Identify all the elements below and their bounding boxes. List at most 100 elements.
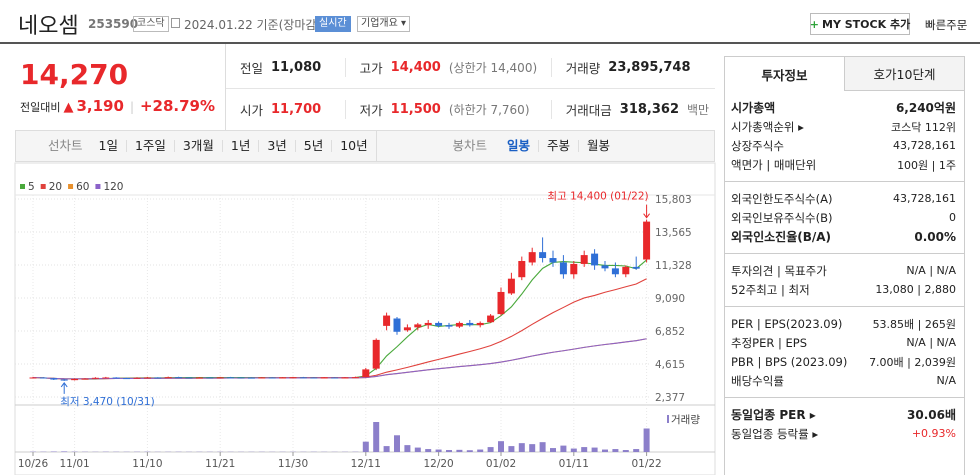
tab-gap: [375, 130, 445, 162]
candle-body: [487, 315, 495, 323]
volume-bar: [643, 428, 650, 452]
summary-row: 시가 11,700 저가 11,500 (하한가 7,760) 거래대금 318,362 백만: [226, 89, 715, 129]
legend-label: 5: [28, 181, 35, 193]
panel-tab[interactable]: 호가10단계: [844, 57, 964, 91]
invest-label: 추정PER | EPS: [731, 335, 808, 350]
separator: |: [129, 100, 134, 114]
period-tab[interactable]: 1일: [98, 138, 118, 153]
candle-body: [81, 378, 89, 380]
stock-code: 253590: [88, 17, 139, 31]
candle-body: [279, 377, 287, 379]
candle-body: [299, 377, 307, 379]
invest-label: 투자의견 | 목표주가: [731, 263, 827, 278]
up-arrow: ▲: [63, 100, 74, 115]
candle-body: [539, 252, 547, 259]
x-tick-label: 12/20: [423, 458, 453, 470]
candle-body: [528, 252, 536, 263]
invest-row: PBR | BPS (2023.09) 7.00배 | 2,039원: [731, 352, 956, 371]
summary-label: 시가: [240, 102, 264, 118]
volume-bar: [518, 443, 525, 452]
x-tick-label: 11/21: [205, 458, 235, 470]
invest-label: 외국인보유주식수(B): [731, 210, 833, 225]
candle-body: [518, 260, 526, 278]
invest-label: PER | EPS(2023.09): [731, 316, 843, 331]
panel-tab[interactable]: 투자정보: [725, 57, 844, 91]
period-tab[interactable]: 3년: [258, 139, 294, 152]
x-tick-label: 10/26: [18, 458, 49, 470]
summary-value: 14,400: [390, 59, 441, 75]
candle-tab[interactable]: 주봉: [537, 139, 578, 152]
candle-body: [393, 318, 401, 332]
high-arrow-head: [643, 213, 650, 219]
candle-body: [29, 377, 37, 379]
line-chart-label: 선차트: [48, 138, 83, 153]
candle-body: [154, 377, 162, 379]
calendar-icon: [171, 18, 180, 28]
candle-body: [216, 377, 224, 379]
candle-tab[interactable]: 일봉: [506, 138, 530, 153]
summary-row: 전일 11,080 고가 14,400 (상한가 14,400) 거래량 23,895,74…: [226, 47, 715, 87]
quick-order[interactable]: 빠른주문: [925, 18, 968, 32]
invest-group: 시가총액 6,240억원 시가총액순위 ▸ 코스닥 112위 상장주식수 43,728,1…: [725, 91, 964, 181]
change-label: 전일대비: [20, 101, 61, 114]
period-tab[interactable]: 10년: [331, 139, 375, 152]
overview-button[interactable]: 기업개요 ▾: [357, 16, 411, 32]
candle-body: [258, 377, 266, 379]
invest-group: 투자의견 | 목표주가 N/A | N/A 52주최고 | 최저 13,080 | 2…: [725, 253, 964, 306]
candle-body: [227, 377, 235, 379]
candle-body: [112, 377, 120, 379]
volume-bar: [581, 447, 588, 452]
my-stock-button[interactable]: + MY STOCK 추가: [810, 13, 910, 35]
invest-label: PBR | BPS (2023.09): [731, 354, 848, 369]
realtime-button[interactable]: 실시간: [315, 16, 351, 32]
volume-bar: [435, 449, 442, 452]
candle-body: [143, 377, 151, 379]
chart-tabs: 선차트 1일 1주일 3개월 1년 3년 5년 10년 봉차트 일봉 주봉 월봉: [15, 130, 715, 162]
x-tick-label: 01/22: [631, 458, 661, 470]
candle-body: [351, 377, 359, 379]
invest-value: 53.85배 | 265원: [872, 317, 956, 331]
summary-note: (상한가 14,400): [448, 60, 538, 75]
volume-bar: [373, 422, 380, 452]
summary-label: 전일: [240, 60, 264, 76]
invest-value: 43,728,161: [893, 192, 956, 205]
summary-label: 저가: [359, 102, 383, 118]
candle-tab[interactable]: 월봉: [577, 139, 618, 152]
invest-label: 외국인소진율(B/A): [731, 230, 832, 244]
y-tick-label: 15,803: [655, 194, 692, 206]
candle-body: [611, 268, 619, 275]
candle-body: [601, 265, 609, 269]
period-tab[interactable]: 3개월: [173, 139, 222, 152]
invest-row: 배당수익률 N/A: [731, 371, 956, 390]
summary-note: (하한가 7,760): [448, 102, 530, 117]
candle-body: [133, 377, 141, 379]
candle-body: [424, 322, 432, 326]
period-tab[interactable]: 5년: [294, 139, 331, 152]
invest-label: 동일업종 PER ▸: [731, 408, 816, 422]
volume-bar: [591, 447, 598, 452]
invest-row: 투자의견 | 목표주가 N/A | N/A: [731, 261, 956, 280]
volume-bar: [487, 447, 494, 452]
candle-body: [632, 266, 640, 269]
x-tick-label: 11/01: [59, 458, 89, 470]
period-tab[interactable]: 1년: [221, 139, 258, 152]
volume-bar: [456, 449, 463, 452]
legend-swatch: [40, 184, 46, 189]
invest-value: 0.00%: [914, 229, 956, 244]
candle-body: [643, 221, 651, 260]
period-tab[interactable]: 1주일: [125, 139, 174, 152]
candle-body: [570, 263, 578, 275]
legend-label: 120: [103, 181, 123, 193]
volume-bar: [425, 449, 432, 452]
volume-bar: [539, 442, 546, 452]
candle-body: [164, 377, 172, 379]
y-tick-label: 2,377: [655, 392, 685, 404]
date: 2024.01.22 기준(장마감): [184, 18, 322, 32]
legend-swatch: [20, 184, 25, 189]
invest-label: 시가총액순위 ▸: [731, 119, 804, 134]
candle-chart-label: 봉차트: [452, 138, 487, 153]
candle-body: [580, 255, 588, 264]
